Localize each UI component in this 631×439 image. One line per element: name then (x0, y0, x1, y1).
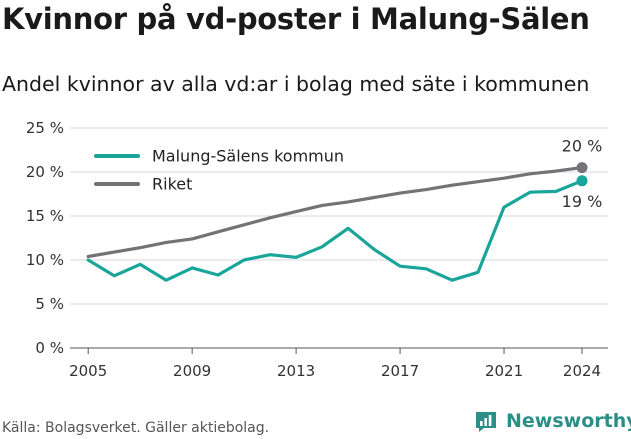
end-labels: 19 % 20 % (562, 137, 603, 211)
series-layer (86, 162, 588, 282)
x-tick-label: 2021 (485, 362, 523, 380)
x-tick-label: 2024 (563, 362, 601, 380)
y-tick-label: 20 % (26, 163, 64, 181)
y-tick-label: 25 % (26, 119, 64, 137)
y-tick-label: 10 % (26, 251, 64, 269)
legend-label: Malung-Sälens kommun (152, 147, 344, 166)
y-tick-label: 15 % (26, 207, 64, 225)
x-tick-label: 2005 (69, 362, 107, 380)
x-tick-label: 2017 (381, 362, 419, 380)
end-value-label-national: 20 % (562, 137, 603, 156)
legend: Malung-Sälens kommun Riket (94, 147, 344, 194)
series-end-point-municipality (576, 175, 588, 187)
end-value-label-municipality: 19 % (562, 192, 603, 211)
grid-lines (70, 127, 608, 354)
legend-label: Riket (152, 175, 192, 194)
newsworthy-logo: Newsworthy (474, 409, 631, 433)
chart-title: Kvinnor på vd-poster i Malung-Sälen (2, 2, 590, 36)
y-tick-label: 5 % (35, 295, 64, 313)
series-line-municipality (86, 179, 584, 282)
series-line-national (86, 166, 584, 259)
x-tick-label: 2009 (173, 362, 211, 380)
series-end-point-national (576, 162, 588, 174)
y-axis-tick-labels: 0 % 5 % 10 % 15 % 20 % 25 % (26, 119, 64, 357)
chart-subtitle: Andel kvinnor av alla vd:ar i bolag med … (2, 72, 590, 96)
x-tick-label: 2013 (277, 362, 315, 380)
x-axis-tick-labels: 2005 2009 2013 2017 2021 2024 (69, 362, 601, 380)
y-tick-label: 0 % (35, 339, 64, 357)
source-note: Källa: Bolagsverket. Gäller aktiebolag. (2, 420, 270, 436)
brand-name: Newsworthy (506, 410, 631, 432)
newsworthy-logo-icon (476, 412, 496, 432)
